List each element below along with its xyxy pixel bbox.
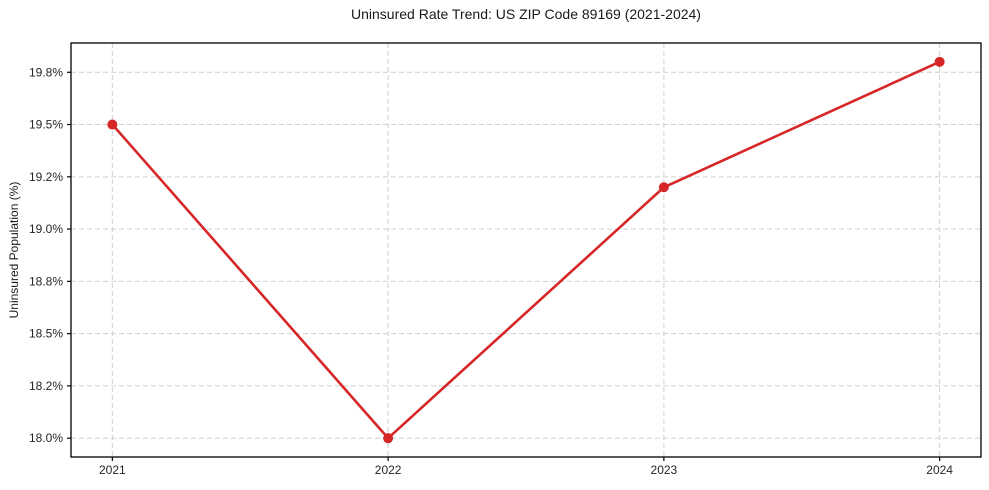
x-tick-label: 2024 [926, 463, 953, 477]
y-tick-label: 19.2% [29, 170, 63, 184]
y-tick-label: 19.5% [29, 118, 63, 132]
x-tick-label: 2023 [651, 463, 678, 477]
plot-border [70, 42, 982, 458]
data-point [934, 56, 945, 67]
data-point [658, 182, 669, 193]
trend-line [111, 60, 941, 440]
x-tick-label: 2022 [375, 463, 402, 477]
data-point [107, 119, 118, 130]
y-tick-label: 19.8% [29, 65, 63, 79]
y-tick-label: 18.0% [29, 431, 63, 445]
data-point [383, 433, 394, 444]
y-tick-label: 18.5% [29, 327, 63, 341]
x-tick-label: 2021 [99, 463, 126, 477]
chart-title: Uninsured Rate Trend: US ZIP Code 89169 … [351, 6, 701, 22]
y-axis-label: Uninsured Population (%) [7, 181, 21, 319]
y-tick-label: 18.8% [29, 274, 63, 288]
y-tick-label: 19.0% [29, 222, 63, 236]
y-tick-label: 18.2% [29, 379, 63, 393]
